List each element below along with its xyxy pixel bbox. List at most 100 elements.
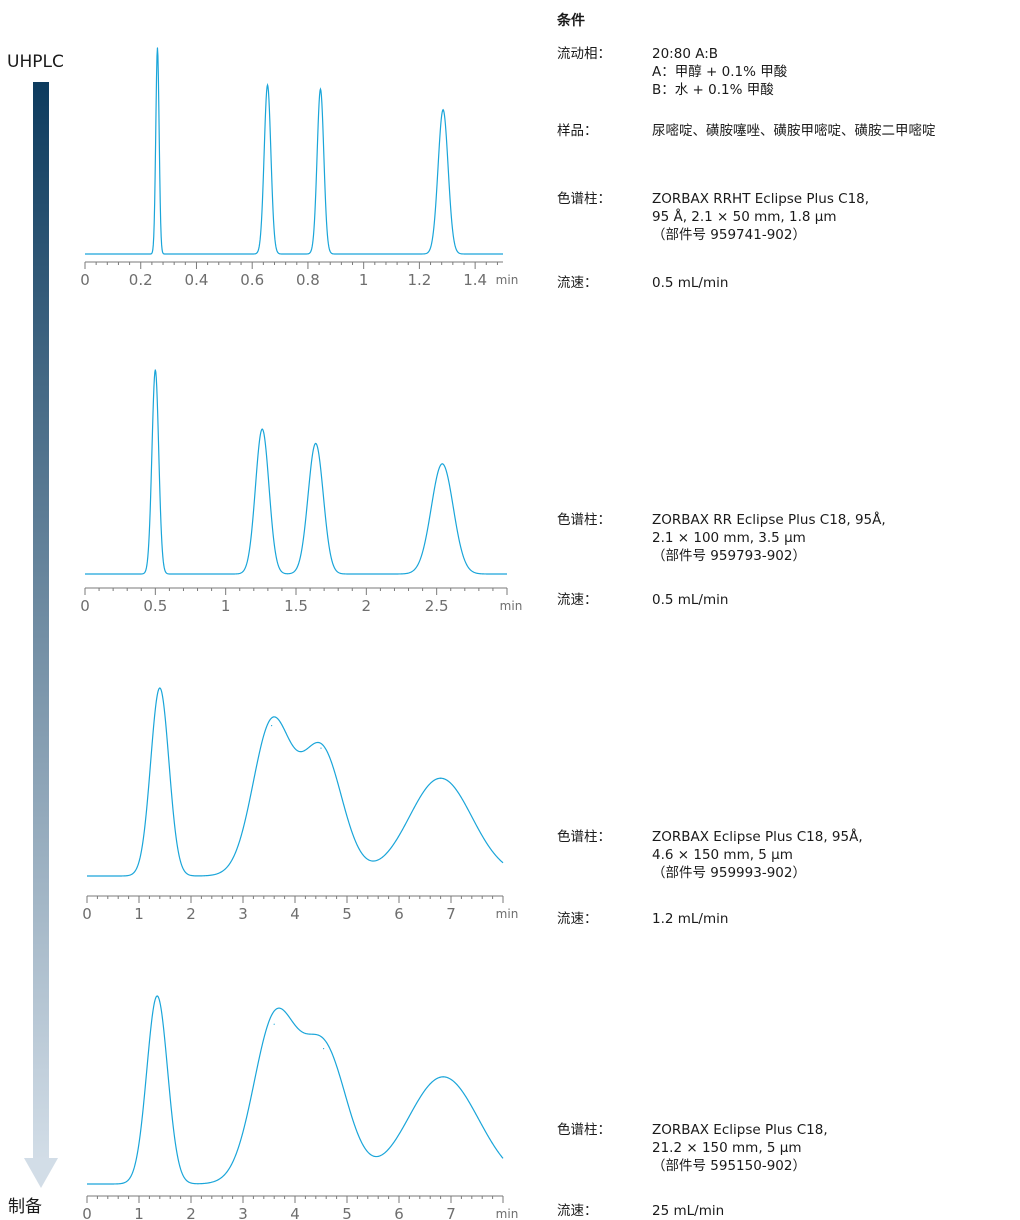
x-tick-label: 1 [134, 1205, 144, 1220]
chromatogram-trace [87, 687, 504, 877]
x-tick-label: 0 [80, 271, 90, 289]
x-tick-label: 0.8 [296, 271, 320, 289]
x-tick-label: 0.5 [143, 597, 167, 615]
sample-value: 尿嘧啶、磺胺噻唑、磺胺甲嘧啶、磺胺二甲嘧啶 [652, 123, 936, 139]
column-line: 95 Å, 2.1 × 50 mm, 1.8 µm [652, 209, 837, 225]
column-value: ZORBAX RR Eclipse Plus C18, 95Å, 2.1 × 1… [652, 511, 886, 565]
peak-apex [320, 747, 322, 749]
column-label: 色谱柱： [557, 1122, 611, 1138]
mobile-phase-line: 20:80 A:B [652, 46, 719, 62]
chromatogram-panels: 0 0.2 0.4 0.6 0.8 1 1.2 1.4 min 0 0.5 1 1.5 2 2.5 min 0 1… [80, 47, 522, 1220]
peak-apex [319, 88, 322, 90]
column-line: （部件号 959993-902） [652, 865, 806, 881]
column-line: ZORBAX Eclipse Plus C18, [652, 1122, 828, 1138]
chromatogram-panel: 0 0.2 0.4 0.6 0.8 1 1.2 1.4 min [80, 47, 518, 289]
x-tick-label: 7 [446, 1205, 456, 1220]
x-tick-label: 2.5 [425, 597, 449, 615]
flow-value: 0.5 mL/min [652, 275, 729, 291]
column-line: （部件号 959793-902） [652, 548, 806, 564]
uhplc-label: UHPLC [7, 52, 64, 72]
x-tick-label: 1.4 [463, 271, 487, 289]
mobile-phase-value: 20:80 A:B A：甲醇 + 0.1% 甲酸 B：水 + 0.1% 甲酸 [652, 45, 787, 99]
column-line: （部件号 595150-902） [652, 1158, 806, 1174]
x-tick-label: 1 [134, 905, 144, 923]
column-label: 色谱柱： [557, 512, 611, 528]
peak-apex [323, 1048, 325, 1050]
x-tick-label: 2 [186, 905, 196, 923]
x-tick-label: 4 [290, 1205, 300, 1220]
scale-arrow-shaft [33, 82, 49, 1160]
x-tick-label: 0.4 [185, 271, 209, 289]
flow-label: 流速： [557, 275, 598, 291]
column-label: 色谱柱： [557, 829, 611, 845]
flow-label: 流速： [557, 1203, 598, 1219]
column-label: 色谱柱： [557, 191, 611, 207]
x-tick-label: 0 [82, 905, 92, 923]
peak-apex [156, 47, 159, 49]
x-tick-label: 0.6 [240, 271, 264, 289]
conditions-title: 条件 [557, 13, 585, 29]
mobile-phase-line: A：甲醇 + 0.1% 甲酸 [652, 64, 788, 80]
x-tick-label: 1 [221, 597, 231, 615]
x-tick-label: 4 [290, 905, 300, 923]
x-tick-label: 1.2 [407, 271, 431, 289]
x-tick-label: 2 [362, 597, 372, 615]
column-line: （部件号 959741-902） [652, 227, 806, 243]
flow-label: 流速： [557, 911, 598, 927]
scale-arrow-head [24, 1158, 58, 1188]
x-tick-label: 5 [342, 905, 352, 923]
chromatogram-panel: 0 1 2 3 4 5 6 7 min [82, 687, 518, 923]
x-tick-label: 3 [238, 1205, 248, 1220]
column-line: ZORBAX RR Eclipse Plus C18, 95Å, [652, 512, 886, 528]
x-axis-unit: min [496, 273, 519, 287]
peak-apex [159, 687, 161, 689]
chromatogram-trace [85, 369, 507, 575]
x-tick-label: 0 [80, 597, 90, 615]
x-tick-label: 2 [186, 1205, 196, 1220]
peak-apex [442, 109, 444, 111]
x-tick-label: 6 [394, 1205, 404, 1220]
x-tick-label: 7 [446, 905, 456, 923]
flow-value: 1.2 mL/min [652, 911, 729, 927]
column-value: ZORBAX Eclipse Plus C18, 21.2 × 150 mm, … [652, 1121, 828, 1175]
column-line: ZORBAX RRHT Eclipse Plus C18, [652, 191, 870, 207]
chromatogram-panel: 0 0.5 1 1.5 2 2.5 min [80, 369, 522, 615]
peak-apex [441, 463, 443, 465]
flow-label: 流速： [557, 592, 598, 608]
chromatogram-trace [87, 995, 504, 1185]
x-axis-unit: min [500, 599, 523, 613]
column-line: 2.1 × 100 mm, 3.5 µm [652, 530, 806, 546]
peak-apex [271, 725, 273, 727]
peak-apex [442, 1076, 444, 1078]
column-value: ZORBAX RRHT Eclipse Plus C18, 95 Å, 2.1 … [652, 190, 869, 244]
column-line: 21.2 × 150 mm, 5 µm [652, 1140, 802, 1156]
peak-apex [261, 428, 263, 430]
peak-apex [156, 995, 158, 997]
column-line: ZORBAX Eclipse Plus C18, 95Å, [652, 829, 863, 845]
chromatogram-panel: 0 1 2 3 4 5 6 7 min [82, 995, 518, 1220]
mobile-phase-label: 流动相： [557, 46, 611, 62]
x-axis-unit: min [496, 1207, 519, 1220]
sample-label: 样品： [557, 123, 598, 139]
column-value: ZORBAX Eclipse Plus C18, 95Å, 4.6 × 150 … [652, 828, 863, 882]
prep-label: 制备 [8, 1197, 42, 1217]
x-tick-label: 0 [82, 1205, 92, 1220]
flow-value: 0.5 mL/min [652, 592, 729, 608]
peak-apex [273, 1023, 275, 1025]
chromatogram-trace [85, 47, 503, 255]
peak-apex [154, 369, 156, 371]
x-tick-label: 1 [359, 271, 369, 289]
x-tick-label: 6 [394, 905, 404, 923]
peak-apex [440, 777, 442, 779]
x-tick-label: 3 [238, 905, 248, 923]
column-line: 4.6 × 150 mm, 5 µm [652, 847, 793, 863]
x-axis-unit: min [496, 907, 519, 921]
flow-value: 25 mL/min [652, 1203, 725, 1219]
peak-apex [266, 84, 269, 86]
x-tick-label: 0.2 [129, 271, 153, 289]
peak-apex [315, 442, 317, 445]
x-tick-label: 1.5 [284, 597, 308, 615]
mobile-phase-line: B：水 + 0.1% 甲酸 [652, 82, 774, 98]
